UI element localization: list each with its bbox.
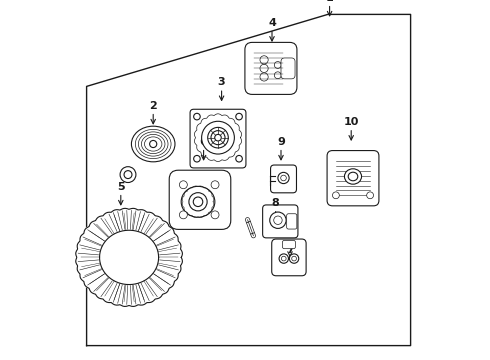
Circle shape bbox=[367, 192, 373, 199]
Circle shape bbox=[279, 254, 289, 263]
Circle shape bbox=[201, 121, 234, 154]
Circle shape bbox=[194, 156, 200, 162]
FancyBboxPatch shape bbox=[245, 42, 297, 94]
Circle shape bbox=[274, 216, 282, 224]
Circle shape bbox=[149, 140, 157, 148]
Circle shape bbox=[281, 175, 286, 181]
Ellipse shape bbox=[131, 126, 175, 162]
Text: 8: 8 bbox=[272, 198, 279, 208]
Text: 3: 3 bbox=[218, 77, 225, 87]
Circle shape bbox=[236, 113, 243, 120]
Circle shape bbox=[290, 254, 299, 263]
Circle shape bbox=[211, 211, 219, 219]
Circle shape bbox=[194, 113, 200, 120]
Ellipse shape bbox=[181, 186, 215, 217]
Circle shape bbox=[208, 127, 228, 148]
Circle shape bbox=[260, 73, 268, 81]
Circle shape bbox=[211, 131, 225, 145]
Circle shape bbox=[120, 167, 136, 183]
Circle shape bbox=[260, 56, 268, 64]
Circle shape bbox=[274, 62, 281, 68]
Circle shape bbox=[124, 171, 132, 179]
Ellipse shape bbox=[348, 172, 358, 181]
FancyBboxPatch shape bbox=[327, 150, 379, 206]
FancyBboxPatch shape bbox=[287, 214, 297, 229]
Circle shape bbox=[179, 211, 187, 219]
Text: 6: 6 bbox=[199, 137, 208, 147]
FancyBboxPatch shape bbox=[272, 239, 306, 276]
Text: 9: 9 bbox=[277, 137, 285, 147]
Text: 7: 7 bbox=[286, 245, 294, 255]
Circle shape bbox=[278, 172, 289, 184]
Circle shape bbox=[211, 181, 219, 189]
Text: 1: 1 bbox=[326, 0, 334, 3]
Text: 5: 5 bbox=[117, 182, 124, 192]
Ellipse shape bbox=[145, 137, 162, 151]
Ellipse shape bbox=[138, 132, 168, 156]
Ellipse shape bbox=[344, 169, 362, 184]
Circle shape bbox=[292, 256, 296, 261]
Ellipse shape bbox=[135, 129, 171, 159]
FancyBboxPatch shape bbox=[263, 205, 298, 238]
FancyBboxPatch shape bbox=[190, 109, 246, 168]
Circle shape bbox=[179, 181, 187, 189]
Circle shape bbox=[236, 156, 243, 162]
Text: 4: 4 bbox=[268, 18, 276, 28]
Circle shape bbox=[189, 193, 207, 211]
Circle shape bbox=[270, 212, 286, 229]
Circle shape bbox=[193, 197, 203, 207]
Circle shape bbox=[281, 256, 286, 261]
FancyBboxPatch shape bbox=[281, 58, 295, 79]
Circle shape bbox=[215, 134, 221, 141]
Circle shape bbox=[274, 72, 281, 79]
Polygon shape bbox=[99, 230, 159, 284]
Polygon shape bbox=[76, 208, 182, 306]
Ellipse shape bbox=[142, 134, 165, 154]
Circle shape bbox=[333, 192, 339, 199]
Circle shape bbox=[260, 64, 268, 72]
FancyBboxPatch shape bbox=[282, 240, 295, 249]
Text: 2: 2 bbox=[149, 101, 157, 111]
FancyBboxPatch shape bbox=[169, 170, 231, 229]
FancyBboxPatch shape bbox=[270, 165, 296, 193]
Text: 10: 10 bbox=[343, 117, 359, 127]
